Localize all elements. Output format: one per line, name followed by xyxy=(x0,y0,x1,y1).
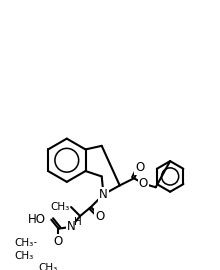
Text: CH₃: CH₃ xyxy=(38,263,57,270)
Text: CH₃: CH₃ xyxy=(50,202,69,212)
Text: O: O xyxy=(95,210,104,222)
Text: CH₃: CH₃ xyxy=(14,251,33,261)
Text: O: O xyxy=(54,235,63,248)
Text: O: O xyxy=(135,161,144,174)
Text: N: N xyxy=(99,188,108,201)
Text: HO: HO xyxy=(28,213,46,226)
Text: O: O xyxy=(138,177,148,190)
Text: H: H xyxy=(73,217,81,227)
Text: N: N xyxy=(67,220,75,233)
Text: CH₃: CH₃ xyxy=(14,238,33,248)
